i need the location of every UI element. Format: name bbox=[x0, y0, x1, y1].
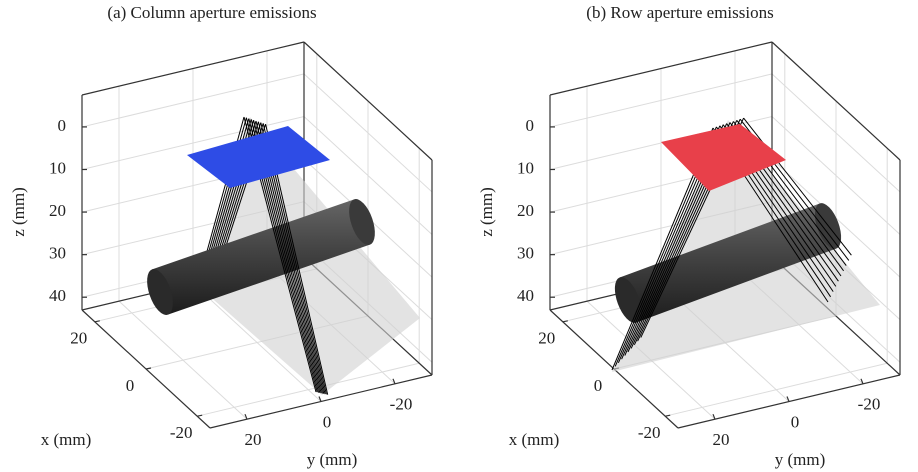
tick-mark bbox=[197, 414, 203, 417]
z-tick-label: 20 bbox=[49, 201, 66, 220]
y-axis-label: y (mm) bbox=[307, 450, 358, 469]
cylinder-end bbox=[614, 277, 642, 323]
y-tick-label: -20 bbox=[390, 395, 413, 414]
cylinder-cap bbox=[349, 199, 375, 245]
tick-mark bbox=[786, 396, 790, 402]
tick-mark bbox=[665, 414, 671, 417]
y-tick-label: 20 bbox=[713, 430, 730, 449]
z-tick-label: 20 bbox=[517, 201, 534, 220]
z-tick-label: 0 bbox=[58, 116, 67, 135]
x-tick-label: 20 bbox=[538, 329, 555, 348]
aperture-plane bbox=[187, 126, 330, 188]
cylinder-end bbox=[147, 269, 173, 315]
tick-mark bbox=[94, 320, 100, 323]
z-tick-label: 10 bbox=[517, 158, 534, 177]
z-axis-label: z (mm) bbox=[9, 187, 28, 237]
x-axis-label: x (mm) bbox=[41, 430, 92, 449]
x-tick-label: -20 bbox=[638, 423, 661, 442]
axis-line bbox=[771, 41, 901, 161]
axis-line bbox=[303, 41, 433, 161]
panel: 0 10 20 30 40 20 0 -20 -20 0 20 (b) Row aperture em… bbox=[477, 3, 901, 469]
z-tick-label: 30 bbox=[49, 244, 66, 263]
y-tick-label: 0 bbox=[791, 412, 800, 431]
tick-mark bbox=[562, 320, 568, 323]
y-axis-label: y (mm) bbox=[775, 450, 826, 469]
z-tick-label: 40 bbox=[517, 286, 534, 305]
chart-title: (b) Row aperture emissions bbox=[586, 3, 773, 22]
z-tick-label: 30 bbox=[517, 244, 534, 263]
tick-mark bbox=[392, 378, 396, 385]
axis-line bbox=[549, 41, 773, 96]
panel: 0 10 20 30 40 20 0 -20 -20 0 20 (a) Column aperture… bbox=[9, 3, 433, 469]
z-tick-label: 0 bbox=[526, 116, 535, 135]
aperture-plane bbox=[661, 124, 786, 191]
chart-title: (a) Column aperture emissions bbox=[107, 3, 316, 22]
x-tick-label: -20 bbox=[170, 423, 193, 442]
z-tick-label: 10 bbox=[49, 158, 66, 177]
y-tick-label: 20 bbox=[245, 430, 262, 449]
tick-mark bbox=[860, 378, 864, 385]
x-axis-label: x (mm) bbox=[509, 430, 560, 449]
tick-mark bbox=[244, 413, 248, 420]
axis-line bbox=[81, 41, 305, 96]
tick-mark bbox=[318, 396, 322, 402]
y-tick-label: 0 bbox=[323, 412, 332, 431]
z-tick-label: 40 bbox=[49, 286, 66, 305]
y-tick-label: -20 bbox=[858, 395, 881, 414]
tick-mark bbox=[145, 367, 152, 370]
cylinder bbox=[152, 199, 370, 315]
z-axis-label: z (mm) bbox=[477, 187, 496, 237]
x-tick-label: 0 bbox=[126, 376, 135, 395]
x-tick-label: 20 bbox=[70, 329, 87, 348]
tick-mark bbox=[712, 413, 716, 420]
x-tick-label: 0 bbox=[594, 376, 603, 395]
